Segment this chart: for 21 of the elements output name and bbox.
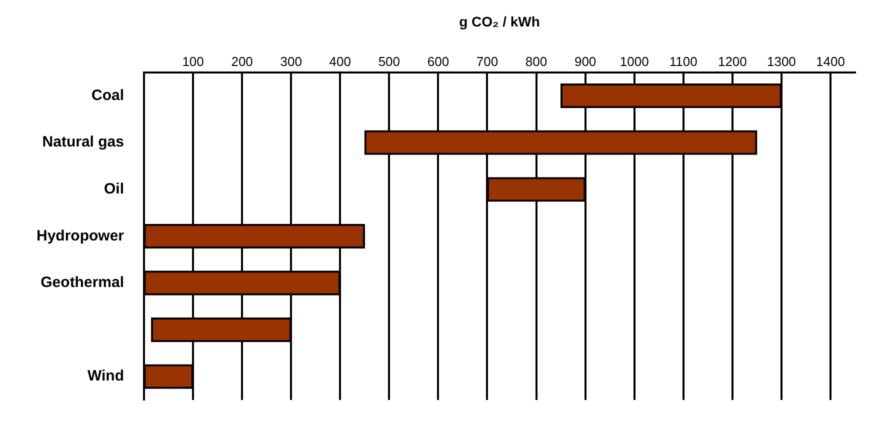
x-tick-label: 900 — [574, 54, 596, 70]
x-tick-label: 400 — [329, 54, 351, 70]
y-tick-label: Natural gas — [42, 134, 124, 151]
x-tick-label: 300 — [280, 54, 302, 70]
x-tick-label: 1100 — [669, 54, 698, 70]
y-tick-label: Hydropower — [36, 227, 124, 244]
x-tick-label: 200 — [231, 54, 253, 70]
x-tick-label: 600 — [427, 54, 450, 70]
y-tick-label: Geothermal — [40, 274, 124, 292]
x-tick-label: 1200 — [718, 54, 747, 70]
y-tick-label: Wind — [87, 368, 124, 385]
x-tick-label: 1400 — [816, 54, 845, 70]
y-tick-label: Oil — [104, 180, 124, 198]
x-tick-label: 800 — [525, 54, 548, 70]
x-tick-label: 1000 — [620, 54, 649, 70]
x-axis-title: g CO₂ / kWh — [459, 13, 540, 30]
x-tick-label: 500 — [378, 54, 400, 70]
y-tick-label: Coal — [91, 86, 124, 104]
x-tick-label: 1300 — [766, 54, 796, 70]
x-tick-label: 100 — [182, 54, 204, 70]
x-tick-label: 700 — [476, 54, 498, 70]
